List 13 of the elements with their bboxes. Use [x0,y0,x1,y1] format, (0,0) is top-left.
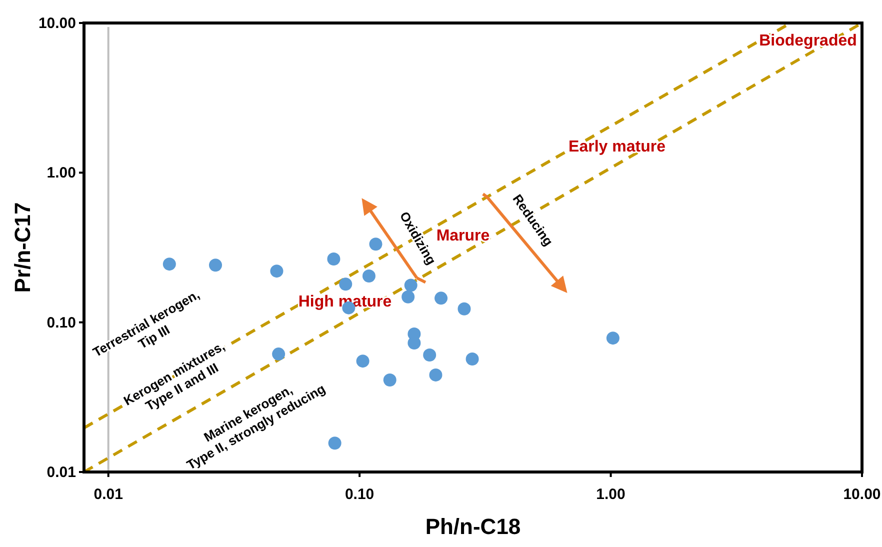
y-tick-label: 0.01 [46,464,76,481]
y-tick-label: 1.00 [46,164,76,182]
x-tick-label: 0.10 [344,486,374,503]
y-axis-title: Pr/n-C17 [10,202,35,293]
x-tick-label: 1.00 [596,486,626,503]
x-tick-label: 0.01 [94,486,123,503]
y-tick-label: 10.00 [38,15,76,32]
annotation: Biodegraded [759,32,857,50]
annotation: Early mature [568,138,666,156]
x-tick-label: 10.00 [843,486,881,503]
y-tick-label: 0.10 [46,314,76,332]
annotation: Marure [436,228,490,245]
x-axis-title: Ph/n-C18 [425,514,521,539]
